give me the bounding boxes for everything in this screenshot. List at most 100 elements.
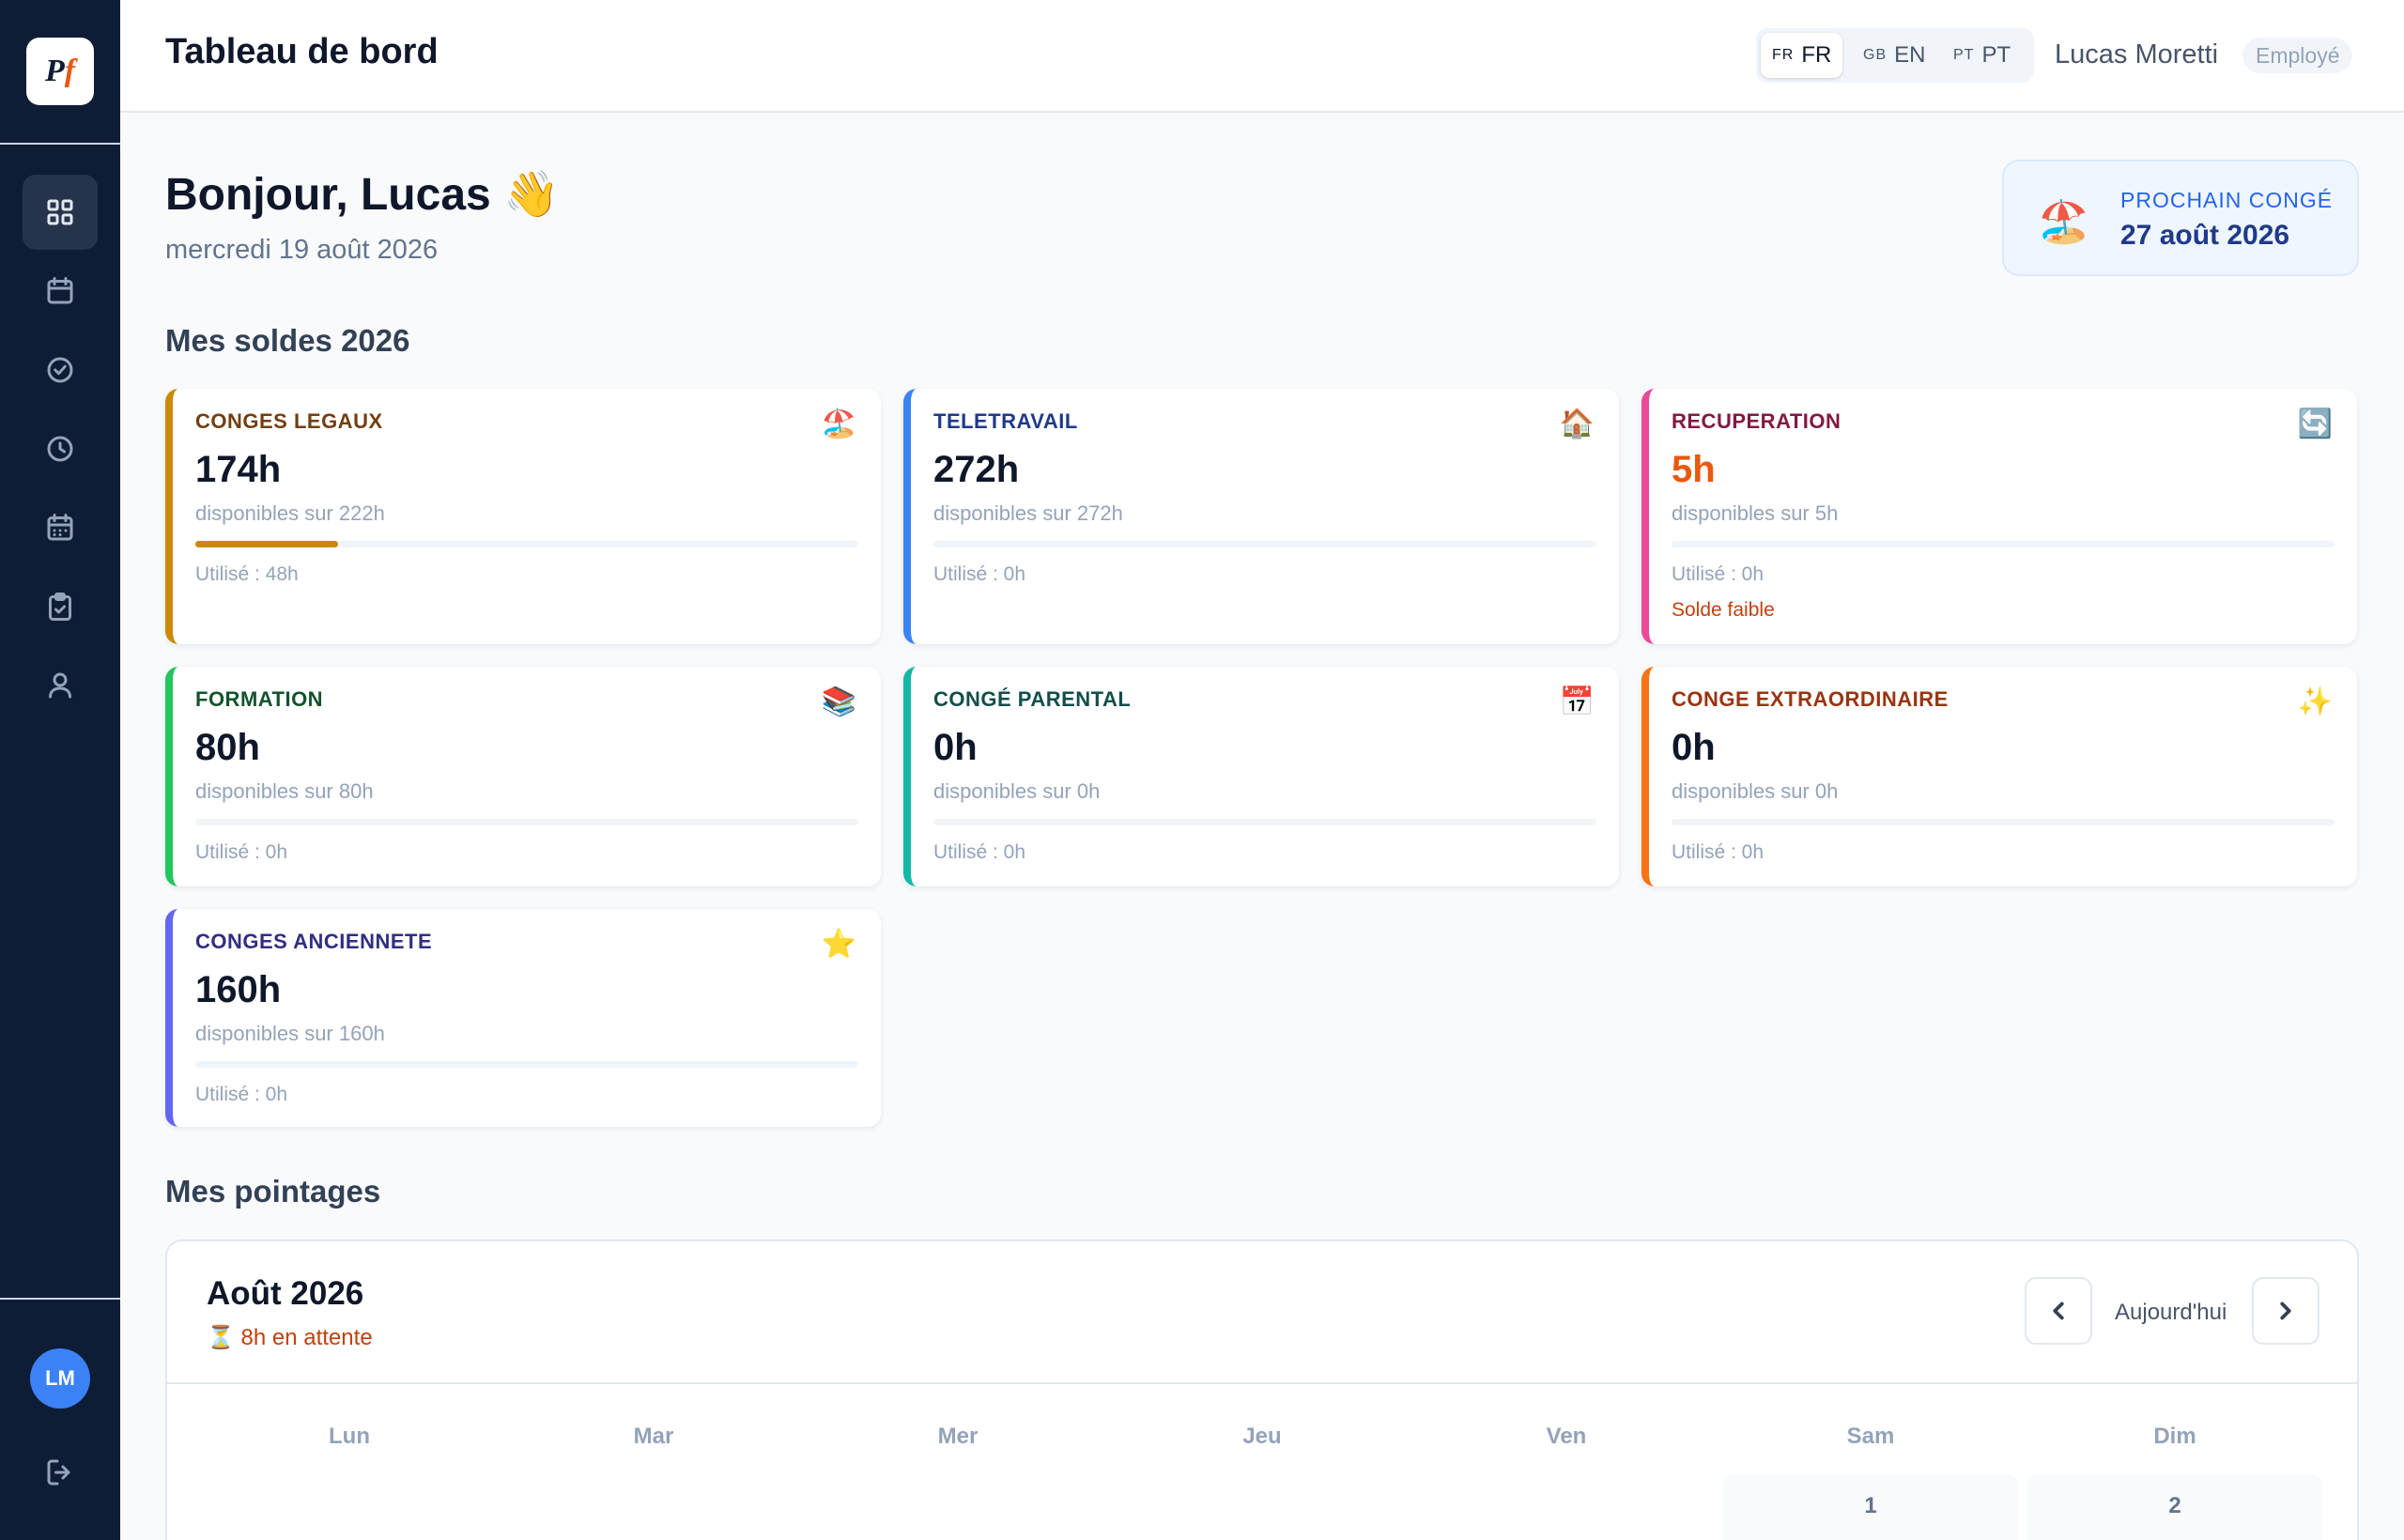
usage-bar (1672, 819, 2335, 825)
nav-dashboard[interactable] (23, 175, 98, 250)
balance-value: 5h (1672, 449, 1716, 490)
star-icon: ⭐ (821, 929, 856, 960)
balance-subtext: disponibles sur 160h (195, 1022, 385, 1045)
house-icon: 🏠 (1559, 408, 1595, 439)
language-switcher: FR FR GB EN PT PT (1756, 28, 2034, 83)
used-text: Utilisé : 48h (195, 563, 299, 585)
usage-bar (933, 819, 1596, 825)
used-text: Utilisé : 0h (1672, 841, 1764, 863)
calendar-icon (47, 277, 73, 304)
nav-planning[interactable] (23, 490, 98, 565)
balance-value: 174h (195, 449, 282, 490)
beach-umbrella-icon: 🏖️ (2038, 199, 2089, 245)
balance-card: CONGE EXTRAORDINAIRE ✨ 0h disponibles su… (1641, 667, 2357, 886)
wave-icon: 👋 (503, 170, 560, 220)
lang-fr-button[interactable]: FR FR (1761, 33, 1843, 78)
sidebar-divider (0, 1298, 120, 1300)
current-date: mercredi 19 août 2026 (165, 235, 439, 265)
balance-card: FORMATION 📚 80h disponibles sur 80h Util… (165, 667, 881, 886)
nav-profile[interactable] (23, 648, 98, 723)
refresh-icon: 🔄 (2297, 408, 2333, 439)
balance-title: CONGES ANCIENNETE (195, 930, 433, 953)
calendar-grid-icon (47, 514, 73, 541)
grid-icon (47, 199, 73, 225)
sparkles-icon: ✨ (2297, 686, 2333, 717)
flag-pt: PT (1953, 47, 1975, 63)
usage-bar-fill (195, 541, 339, 547)
usage-bar (195, 819, 858, 825)
pending-hours: ⏳ 8h en attente (207, 1325, 373, 1350)
user-icon (49, 672, 71, 699)
prev-month-button[interactable] (2025, 1277, 2092, 1345)
top-bar: Tableau de bord FR FR GB EN PT PT Lucas Mor… (120, 0, 2404, 113)
beach-umbrella-icon: 🏖️ (821, 408, 856, 439)
weekday-label: Mer (937, 1424, 979, 1449)
weekday-label: Ven (1546, 1424, 1587, 1449)
timesheet-calendar: Août 2026 ⏳ 8h en attente Aujourd'hui Lu… (165, 1240, 2359, 1540)
balance-value: 160h (195, 969, 282, 1010)
balance-subtext: disponibles sur 80h (195, 779, 374, 803)
balance-subtext: disponibles sur 5h (1672, 501, 1839, 525)
usage-bar (195, 541, 858, 547)
lang-pt-button[interactable]: PT PT (1942, 33, 2022, 78)
balance-card: CONGES ANCIENNETE ⭐ 160h disponibles sur… (165, 909, 881, 1127)
lang-label: FR (1801, 42, 1832, 68)
clipboard-check-icon (49, 593, 71, 621)
logout-icon (47, 1459, 70, 1486)
page-title: Tableau de bord (165, 32, 439, 71)
balance-title: CONGE EXTRAORDINAIRE (1672, 687, 1949, 711)
timesheet-title: Mes pointages (165, 1174, 381, 1209)
lang-label: EN (1894, 42, 1926, 68)
sidebar-divider (0, 143, 120, 145)
balance-value: 80h (195, 727, 260, 768)
greeting: Bonjour, Lucas 👋 (165, 167, 560, 221)
calendar-divider (167, 1382, 2357, 1384)
balance-title: FORMATION (195, 687, 324, 711)
next-month-button[interactable] (2252, 1277, 2319, 1345)
balance-title: TELETRAVAIL (933, 409, 1078, 433)
calendar-month: Août 2026 (207, 1275, 364, 1312)
lang-en-button[interactable]: GB EN (1852, 33, 1936, 78)
usage-bar (195, 1061, 858, 1068)
chevron-left-icon (2053, 1301, 2064, 1320)
role-badge: Employé (2242, 38, 2353, 73)
balance-subtext: disponibles sur 0h (933, 779, 1101, 803)
balance-card: CONGÉ PARENTAL 📅 0h disponibles sur 0h U… (903, 667, 1619, 886)
weekday-label: Mar (633, 1424, 674, 1449)
balance-title: CONGÉ PARENTAL (933, 687, 1132, 711)
balance-value: 272h (933, 449, 1020, 490)
balance-card: CONGES LEGAUX 🏖️ 174h disponibles sur 22… (165, 389, 881, 644)
balance-title: RECUPERATION (1672, 409, 1842, 433)
calendar-day[interactable]: 2 (2026, 1474, 2323, 1540)
balance-subtext: disponibles sur 222h (195, 501, 385, 525)
weekday-label: Jeu (1242, 1424, 1282, 1449)
balances-title: Mes soldes 2026 (165, 323, 410, 358)
used-text: Utilisé : 0h (195, 1084, 288, 1105)
balance-value: 0h (933, 727, 978, 768)
used-text: Utilisé : 0h (933, 841, 1026, 863)
balance-subtext: disponibles sur 272h (933, 501, 1123, 525)
balance-card: TELETRAVAIL 🏠 272h disponibles sur 272h … (903, 389, 1619, 644)
lang-label: PT (1981, 42, 2011, 68)
nav-time[interactable] (23, 411, 98, 486)
next-leave-date: 27 août 2026 (2120, 220, 2290, 251)
user-name: Lucas Moretti (2055, 39, 2219, 69)
usage-bar (933, 541, 1596, 547)
avatar[interactable]: LM (30, 1348, 90, 1409)
weekday-label: Lun (329, 1424, 370, 1449)
used-text: Utilisé : 0h (933, 563, 1026, 585)
nav-approvals[interactable] (23, 332, 98, 408)
used-text: Utilisé : 0h (195, 841, 288, 863)
nav-requests[interactable] (23, 569, 98, 644)
used-text: Utilisé : 0h (1672, 563, 1764, 585)
today-button[interactable]: Aujourd'hui (2115, 1300, 2227, 1325)
usage-bar (1672, 541, 2335, 547)
logout-button[interactable] (23, 1435, 98, 1510)
nav-calendar[interactable] (23, 254, 98, 329)
check-circle-icon (47, 357, 73, 383)
balance-value: 0h (1672, 727, 1716, 768)
weekday-label: Sam (1846, 1424, 1895, 1449)
calendar-day[interactable]: 1 (1722, 1474, 2019, 1540)
